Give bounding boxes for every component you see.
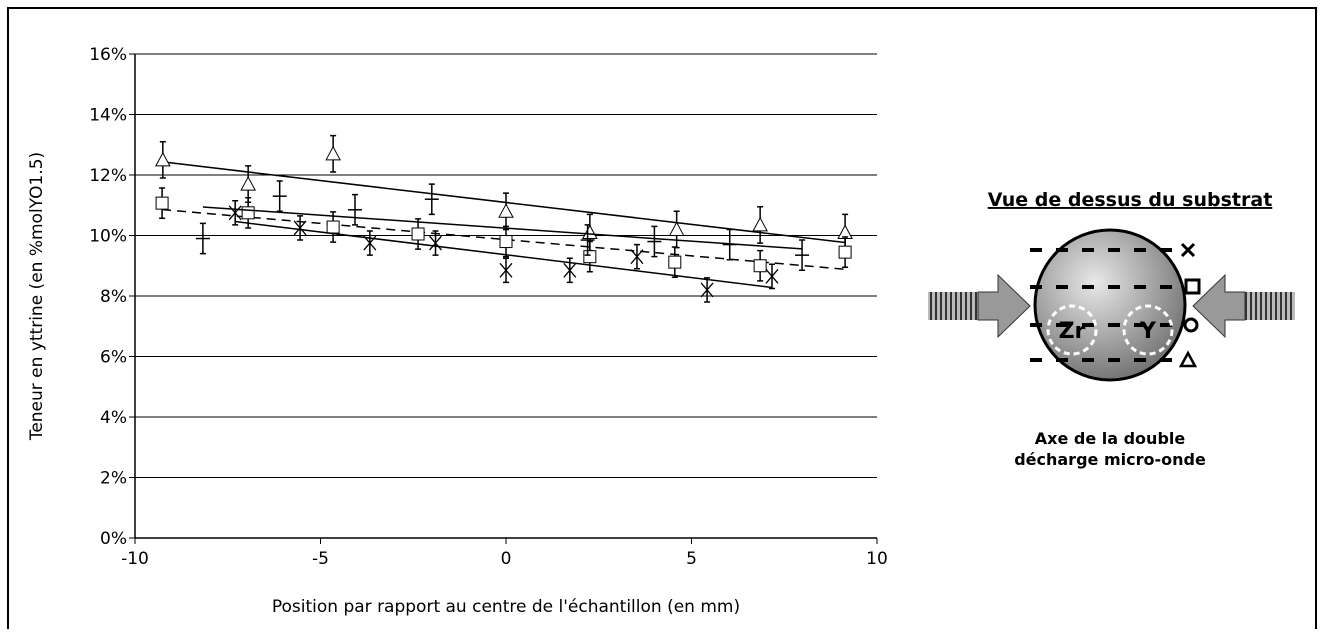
marker — [583, 250, 597, 264]
marker — [765, 268, 779, 284]
zr-zone — [1046, 304, 1098, 356]
diagram: Vue de dessus du substrat Zr Y Axe de la… — [928, 189, 1295, 469]
arrow-tail — [1245, 292, 1295, 320]
marker — [325, 145, 341, 161]
key-square — [1184, 278, 1201, 295]
marker — [838, 245, 852, 259]
y-tick-label: 4% — [100, 408, 127, 428]
marker — [411, 227, 425, 241]
trendline — [202, 206, 803, 250]
y-tick-label: 6% — [100, 348, 127, 368]
key-circle — [1183, 317, 1199, 333]
x-tick-label: 0 — [501, 549, 512, 569]
key-cross — [1180, 242, 1196, 258]
marker — [154, 151, 171, 167]
y-tick-label: 8% — [100, 287, 127, 307]
x-tick-label: -5 — [312, 549, 329, 569]
marker — [668, 221, 685, 236]
diagram-title: Vue de dessus du substrat — [988, 189, 1273, 211]
marker — [326, 220, 340, 234]
x-tick-label: 10 — [866, 549, 888, 569]
y-tick-label: 10% — [89, 227, 127, 247]
trendline — [162, 161, 846, 244]
y-label: Y — [1139, 319, 1157, 344]
arrow-left — [977, 273, 1031, 339]
marker — [700, 282, 714, 298]
caption: décharge micro-onde — [1014, 450, 1206, 469]
arrow-tail — [928, 292, 978, 320]
y-tick-label: 12% — [89, 166, 127, 186]
marker — [582, 224, 598, 239]
substrate — [1033, 228, 1187, 382]
marker — [499, 235, 513, 249]
marker — [228, 205, 242, 221]
y-tick-label: 14% — [89, 106, 127, 126]
marker — [498, 203, 514, 218]
trendline — [235, 220, 773, 289]
y-tick-label: 16% — [89, 45, 127, 65]
marker — [630, 249, 644, 265]
marker — [668, 255, 682, 269]
caption: Axe de la double — [1035, 429, 1186, 448]
marker — [363, 235, 377, 251]
y-axis-title: Teneur en yttrine (en %molYO1.5) — [27, 152, 47, 441]
marker — [753, 259, 767, 273]
zr-label: Zr — [1059, 319, 1086, 344]
frame — [7, 7, 1317, 633]
y-tick-label: 2% — [100, 469, 127, 489]
marker — [429, 235, 443, 251]
arrow-right — [1192, 273, 1246, 339]
marker — [155, 196, 169, 210]
x-tick-label: 5 — [686, 549, 697, 569]
marker — [499, 262, 513, 278]
x-axis-title: Position par rapport au centre de l'écha… — [272, 597, 740, 617]
marker — [563, 262, 577, 278]
marker — [241, 206, 255, 220]
y-zone — [1122, 304, 1174, 356]
y-tick-label: 0% — [100, 529, 127, 549]
marker — [240, 176, 256, 191]
key-triangle — [1178, 350, 1198, 368]
x-tick-label: -10 — [121, 549, 149, 569]
axes-lines — [1030, 248, 1186, 362]
marker — [293, 220, 307, 236]
marker — [752, 216, 768, 232]
